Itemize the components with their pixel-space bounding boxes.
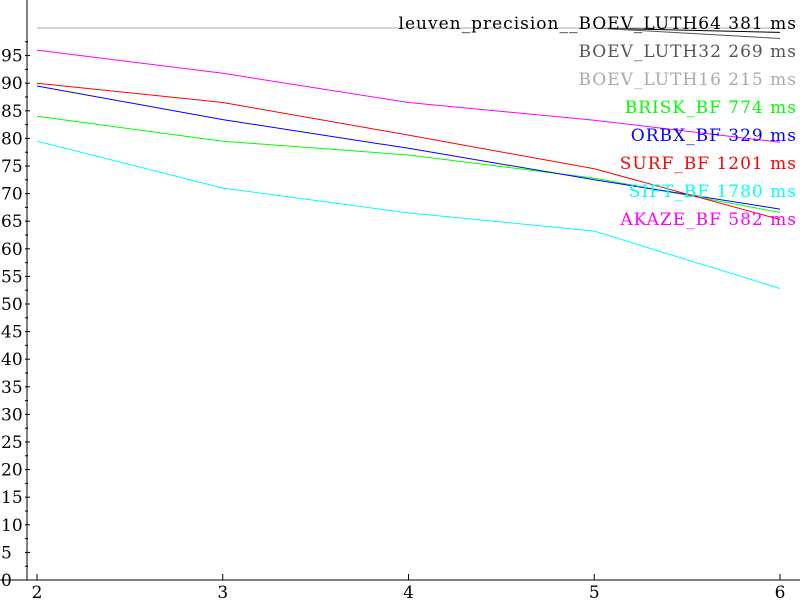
series-line-surf-bf (36, 82, 781, 220)
chart-title: leuven_precision__ (399, 14, 579, 34)
series-line-akaze-bf (36, 49, 781, 143)
legend-entry: BOEV_LUTH32 269 ms (578, 42, 797, 62)
y-tick-label: 60 (1, 240, 23, 260)
x-tick-label: 5 (589, 583, 600, 600)
y-tick-label: 50 (1, 295, 23, 315)
y-tick-label: 30 (1, 405, 23, 425)
series-lines (36, 27, 781, 289)
legend-entry: BRISK_BF 774 ms (625, 98, 797, 118)
legend-entry: BOEV_LUTH16 215 ms (578, 70, 797, 90)
legend-entry: SIFT_BF 1780 ms (629, 182, 797, 202)
y-tick-label: 80 (1, 129, 23, 149)
x-tick-label: 2 (32, 583, 43, 600)
x-tick-label: 3 (217, 583, 228, 600)
legend-entry: ORBX_BF 329 ms (631, 126, 797, 146)
y-tick-label: 35 (1, 378, 23, 398)
y-tick-label: 55 (1, 267, 23, 287)
legend-row-title: leuven_precision__BOEV_LUTH64 381 ms (399, 14, 797, 34)
legend-entry: BOEV_LUTH64 381 ms (578, 14, 797, 34)
y-tick-label: 40 (1, 350, 23, 370)
x-axis-ticks: 2 3 4 5 6 (32, 574, 786, 600)
y-tick-label: 20 (1, 461, 23, 481)
legend: leuven_precision__BOEV_LUTH64 381 msBOEV… (399, 14, 797, 230)
legend-entry: AKAZE_BF 582 ms (619, 210, 797, 230)
y-tick-label: 65 (1, 212, 23, 232)
series-line-sift-bf (36, 140, 781, 289)
x-tick-label: 6 (775, 583, 786, 600)
y-tick-label: 10 (1, 516, 23, 536)
y-tick-label: 75 (1, 157, 23, 177)
y-tick-label: 0 (1, 571, 12, 591)
y-tick-label: 95 (1, 47, 23, 67)
x-tick-label: 4 (403, 583, 414, 600)
y-tick-label: 15 (1, 488, 23, 508)
y-tick-label: 85 (1, 102, 23, 122)
y-tick-label: 45 (1, 323, 23, 343)
y-tick-label: 90 (1, 74, 23, 94)
legend-entry: SURF_BF 1201 ms (620, 154, 797, 174)
y-tick-label: 5 (1, 543, 12, 563)
y-axis-ticks: 0 5 10 15 20 25 30 35 40 45 50 55 60 65 70 75 80 85 90 95 (1, 41, 30, 591)
y-tick-label: 70 (1, 185, 23, 205)
y-tick-label: 25 (1, 433, 23, 453)
series-line-orbx-bf (36, 85, 781, 210)
